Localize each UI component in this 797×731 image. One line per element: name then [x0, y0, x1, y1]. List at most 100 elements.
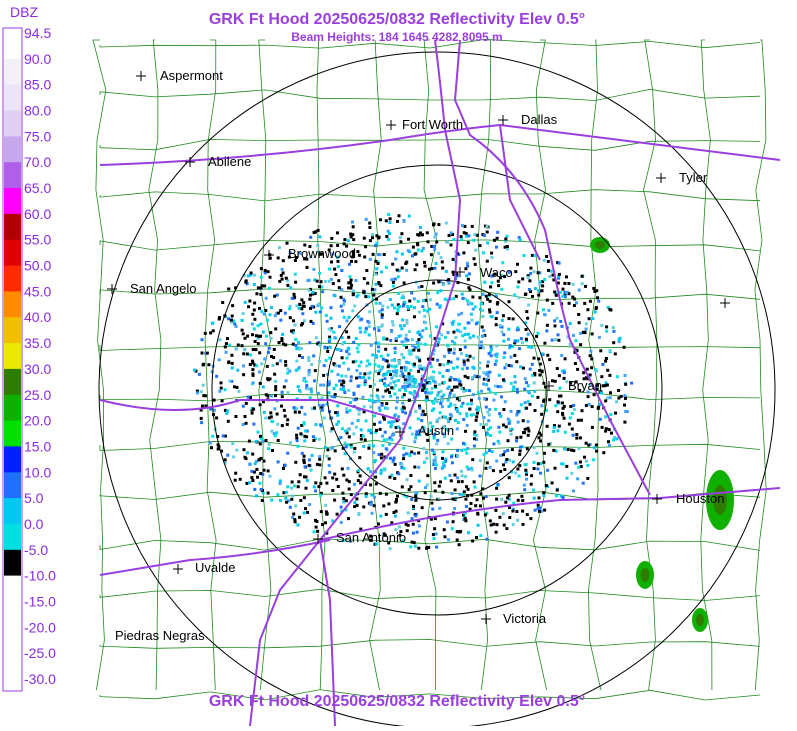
echo-cell	[696, 614, 704, 626]
echo-pixel	[305, 429, 309, 433]
echo-pixel	[250, 476, 254, 480]
echo-pixel	[581, 330, 585, 334]
echo-pixel	[521, 419, 525, 423]
echo-pixel	[199, 416, 203, 420]
echo-pixel	[489, 354, 493, 358]
scale-label: 94.5	[24, 25, 51, 41]
echo-pixel	[608, 373, 612, 377]
echo-pixel	[561, 287, 565, 291]
echo-pixel	[574, 339, 578, 343]
echo-pixel	[394, 364, 398, 368]
echo-pixel	[266, 491, 270, 495]
echo-pixel	[533, 409, 537, 412]
echo-pixel	[436, 393, 440, 397]
echo-pixel	[332, 387, 336, 391]
echo-pixel	[403, 300, 407, 304]
echo-pixel	[292, 406, 296, 410]
echo-pixel	[397, 214, 401, 218]
echo-pixel	[324, 313, 328, 317]
echo-pixel	[579, 343, 583, 347]
echo-pixel	[248, 463, 252, 466]
echo-pixel	[523, 488, 527, 492]
echo-pixel	[496, 483, 500, 486]
echo-pixel	[336, 243, 340, 247]
echo-pixel	[505, 234, 509, 238]
echo-pixel	[296, 385, 300, 389]
echo-pixel	[406, 338, 410, 342]
echo-pixel	[423, 491, 427, 495]
echo-pixel	[500, 318, 504, 322]
county-line	[369, 39, 382, 691]
echo-pixel	[319, 482, 323, 485]
echo-pixel	[273, 407, 277, 411]
echo-pixel	[575, 348, 579, 352]
echo-pixel	[441, 456, 444, 460]
echo-pixel	[262, 410, 266, 414]
echo-pixel	[320, 306, 324, 310]
echo-pixel	[441, 322, 445, 326]
echo-pixel	[230, 366, 234, 370]
footer-title: GRK Ft Hood 20250625/0832 Reflectivity E…	[209, 693, 585, 710]
echo-pixel	[461, 296, 465, 300]
echo-pixel	[371, 353, 375, 357]
echo-pixel	[568, 322, 572, 326]
echo-pixel	[517, 280, 521, 284]
echo-pixel	[543, 278, 547, 281]
echo-pixel	[525, 310, 529, 314]
echo-pixel	[305, 384, 309, 388]
echo-pixel	[309, 319, 313, 323]
county-line	[423, 39, 438, 691]
echo-pixel	[368, 398, 372, 402]
echo-pixel	[407, 452, 411, 456]
echo-pixel	[417, 310, 421, 314]
echo-pixel	[460, 292, 464, 296]
echo-pixel	[348, 457, 352, 461]
echo-pixel	[343, 299, 346, 303]
echo-pixel	[219, 386, 223, 390]
city-cross	[455, 267, 465, 277]
echo-pixel	[545, 329, 549, 333]
echo-pixel	[313, 278, 317, 282]
echo-pixel	[563, 290, 567, 294]
echo-pixel	[359, 481, 363, 485]
echo-pixel	[583, 455, 586, 459]
echo-pixel	[231, 442, 235, 446]
echo-pixel	[397, 415, 401, 419]
echo-pixel	[349, 235, 353, 239]
echo-pixel	[455, 538, 459, 542]
echo-pixel	[520, 494, 524, 498]
echo-pixel	[260, 284, 264, 288]
echo-pixel	[317, 437, 321, 441]
echo-pixel	[391, 369, 395, 373]
echo-pixel	[494, 508, 498, 512]
echo-pixel	[220, 449, 224, 453]
echo-pixel	[328, 267, 332, 271]
echo-pixel	[447, 281, 451, 285]
echo-pixel	[426, 291, 430, 295]
echo-pixel	[538, 506, 542, 510]
echo-pixel	[436, 438, 440, 442]
echo-pixel	[401, 410, 405, 414]
echo-pixel	[282, 491, 286, 495]
echo-pixel	[475, 233, 479, 237]
echo-pixel	[311, 321, 315, 325]
echo-pixel	[399, 366, 403, 370]
echo-pixel	[526, 390, 530, 394]
echo-pixel	[329, 277, 333, 281]
echo-pixel	[423, 264, 427, 268]
echo-pixel	[369, 431, 373, 435]
echo-pixel	[216, 443, 220, 447]
echo-pixel	[219, 381, 223, 385]
echo-pixel	[525, 447, 529, 451]
echo-pixel	[348, 262, 351, 266]
echo-pixel	[434, 232, 438, 236]
echo-pixel	[380, 403, 384, 407]
echo-pixel	[404, 522, 408, 526]
echo-pixel	[432, 352, 436, 356]
echo-pixel	[442, 461, 446, 465]
echo-pixel	[200, 421, 204, 425]
echo-pixel	[384, 389, 388, 393]
echo-pixel	[312, 439, 316, 442]
echo-pixel	[396, 303, 400, 307]
echo-pixel	[462, 363, 466, 367]
